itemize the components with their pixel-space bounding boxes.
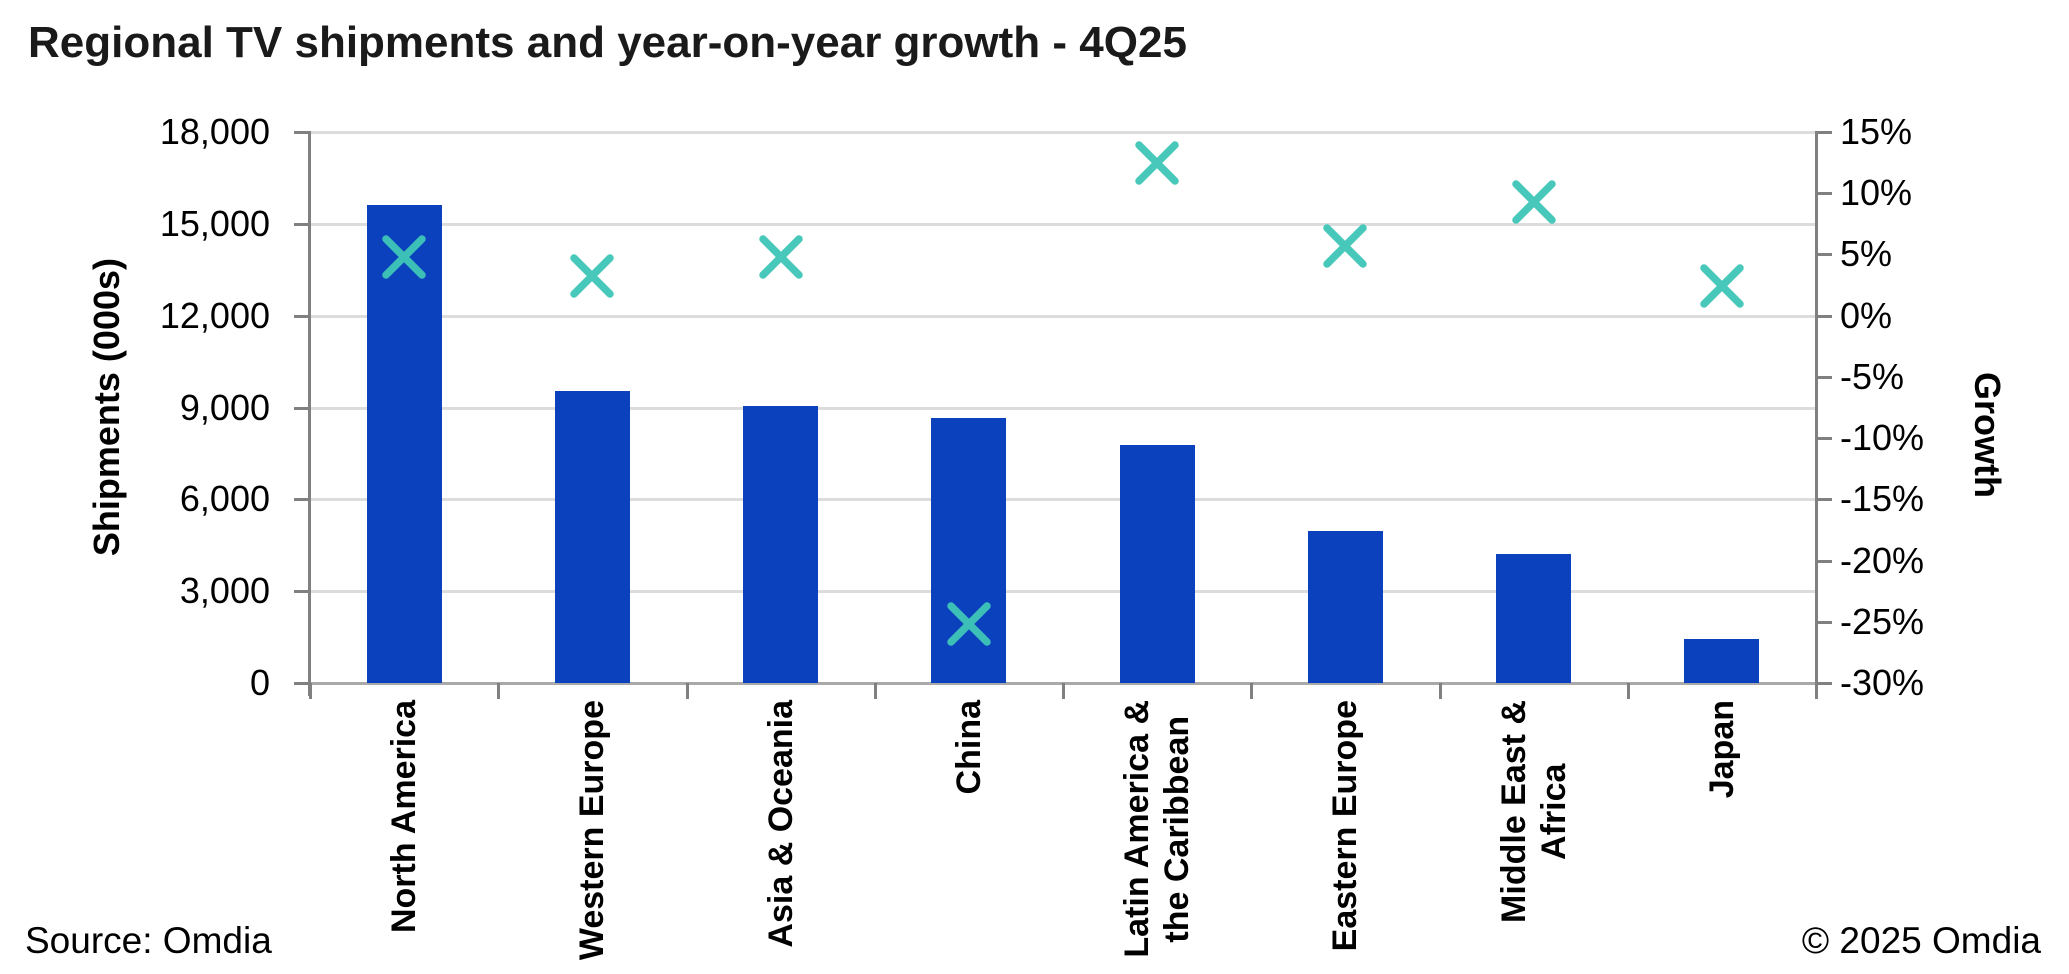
copyright-note: © 2025 Omdia [1801, 920, 2041, 961]
x-axis-tick [1815, 683, 1818, 699]
gridline [310, 131, 1816, 134]
y-axis-right-tick [1816, 682, 1832, 685]
x-marker-icon [1323, 224, 1367, 268]
y-axis-left-tick [294, 682, 310, 685]
y-axis-right-tick-label: 10% [1840, 172, 1913, 213]
y-axis-left-tick-label: 15,000 [159, 203, 270, 244]
gridline [310, 498, 1816, 501]
y-axis-right-tick [1816, 315, 1832, 318]
y-axis-left-tick-label: 9,000 [179, 387, 270, 428]
category-label-china: China [950, 700, 988, 795]
x-axis-tick [1250, 683, 1253, 699]
growth-marker-japan [1698, 262, 1746, 315]
x-axis-tick [1062, 683, 1065, 699]
bar-north-america [367, 205, 442, 683]
y-axis-right-tick [1816, 560, 1832, 563]
x-marker-icon [759, 235, 803, 279]
y-axis-right-tick-label: -20% [1840, 540, 1925, 581]
category-label-latin-america-the-caribbean: Latin America & the Caribbean [1118, 700, 1196, 958]
y-axis-left-tick [294, 223, 310, 226]
gridline [310, 315, 1816, 318]
x-marker-icon [1135, 141, 1179, 185]
x-axis-tick [1439, 683, 1442, 699]
y-axis-left-tick-label: 3,000 [179, 570, 270, 611]
gridline [310, 407, 1816, 410]
y-axis-right-tick-label: -25% [1840, 601, 1925, 642]
y-axis-left-tick [294, 315, 310, 318]
y-axis-left-tick-label: 0 [249, 662, 270, 703]
category-label-japan: Japan [1703, 700, 1741, 799]
growth-marker-middle-east-africa [1510, 178, 1558, 231]
category-label-middle-east-africa: Middle East & Africa [1495, 700, 1573, 923]
y-axis-left-line [308, 131, 311, 696]
y-axis-right-tick-label: 15% [1840, 111, 1913, 152]
x-axis-tick [309, 683, 312, 699]
growth-marker-north-america [380, 233, 428, 286]
y-axis-right-tick [1816, 498, 1832, 501]
category-label-asia-oceania: Asia & Oceania [762, 700, 800, 948]
y-axis-right-tick [1816, 437, 1832, 440]
y-axis-right-line [1815, 131, 1818, 696]
y-axis-right-tick [1816, 621, 1832, 624]
bar-middle-east-africa [1496, 554, 1571, 683]
x-marker-icon [570, 254, 614, 298]
y-axis-right-tick-label: 5% [1840, 233, 1893, 274]
bar-latin-america-the-caribbean [1120, 445, 1195, 683]
y-axis-right-tick-label: 0% [1840, 295, 1893, 336]
y-axis-right-tick [1816, 376, 1832, 379]
source-note: Source: Omdia [25, 920, 272, 961]
y-axis-left-tick-label: 18,000 [159, 111, 270, 152]
x-marker-icon [1512, 180, 1556, 224]
x-axis-tick [1627, 683, 1630, 699]
y-axis-right-tick-label: -10% [1840, 417, 1925, 458]
gridline [310, 223, 1816, 226]
category-label-north-america: North America [385, 700, 423, 934]
y-axis-right-tick [1816, 131, 1832, 134]
bar-japan [1684, 639, 1759, 683]
y-axis-left-tick [294, 407, 310, 410]
y-axis-left-tick [294, 498, 310, 501]
growth-marker-western-europe [568, 252, 616, 305]
y-axis-left-tick [294, 590, 310, 593]
category-label-eastern-europe: Eastern Europe [1326, 700, 1364, 952]
y-axis-left-tick-label: 12,000 [159, 295, 270, 336]
gridline [310, 590, 1816, 593]
y-axis-right-title: Growth [1967, 372, 2008, 498]
growth-marker-asia-oceania [757, 233, 805, 286]
bar-eastern-europe [1308, 531, 1383, 683]
y-axis-left-tick [294, 131, 310, 134]
x-marker-icon [947, 602, 991, 646]
category-label-western-europe: Western Europe [573, 700, 611, 961]
x-axis-tick [874, 683, 877, 699]
y-axis-right-tick-label: -30% [1840, 662, 1925, 703]
y-axis-right-tick [1816, 253, 1832, 256]
bar-western-europe [555, 391, 630, 683]
x-marker-icon [1700, 264, 1744, 308]
growth-marker-china [945, 600, 993, 653]
growth-marker-eastern-europe [1321, 222, 1369, 275]
y-axis-right-tick-label: -5% [1840, 356, 1905, 397]
y-axis-right-tick-label: -15% [1840, 478, 1925, 519]
x-axis-tick [686, 683, 689, 699]
x-axis-tick [497, 683, 500, 699]
x-marker-icon [382, 235, 426, 279]
bar-asia-oceania [743, 406, 818, 683]
y-axis-right-tick [1816, 192, 1832, 195]
bar-china [931, 418, 1006, 683]
y-axis-left-tick-label: 6,000 [179, 478, 270, 519]
chart-title: Regional TV shipments and year-on-year g… [28, 18, 1187, 67]
growth-marker-latin-america-the-caribbean [1133, 139, 1181, 192]
